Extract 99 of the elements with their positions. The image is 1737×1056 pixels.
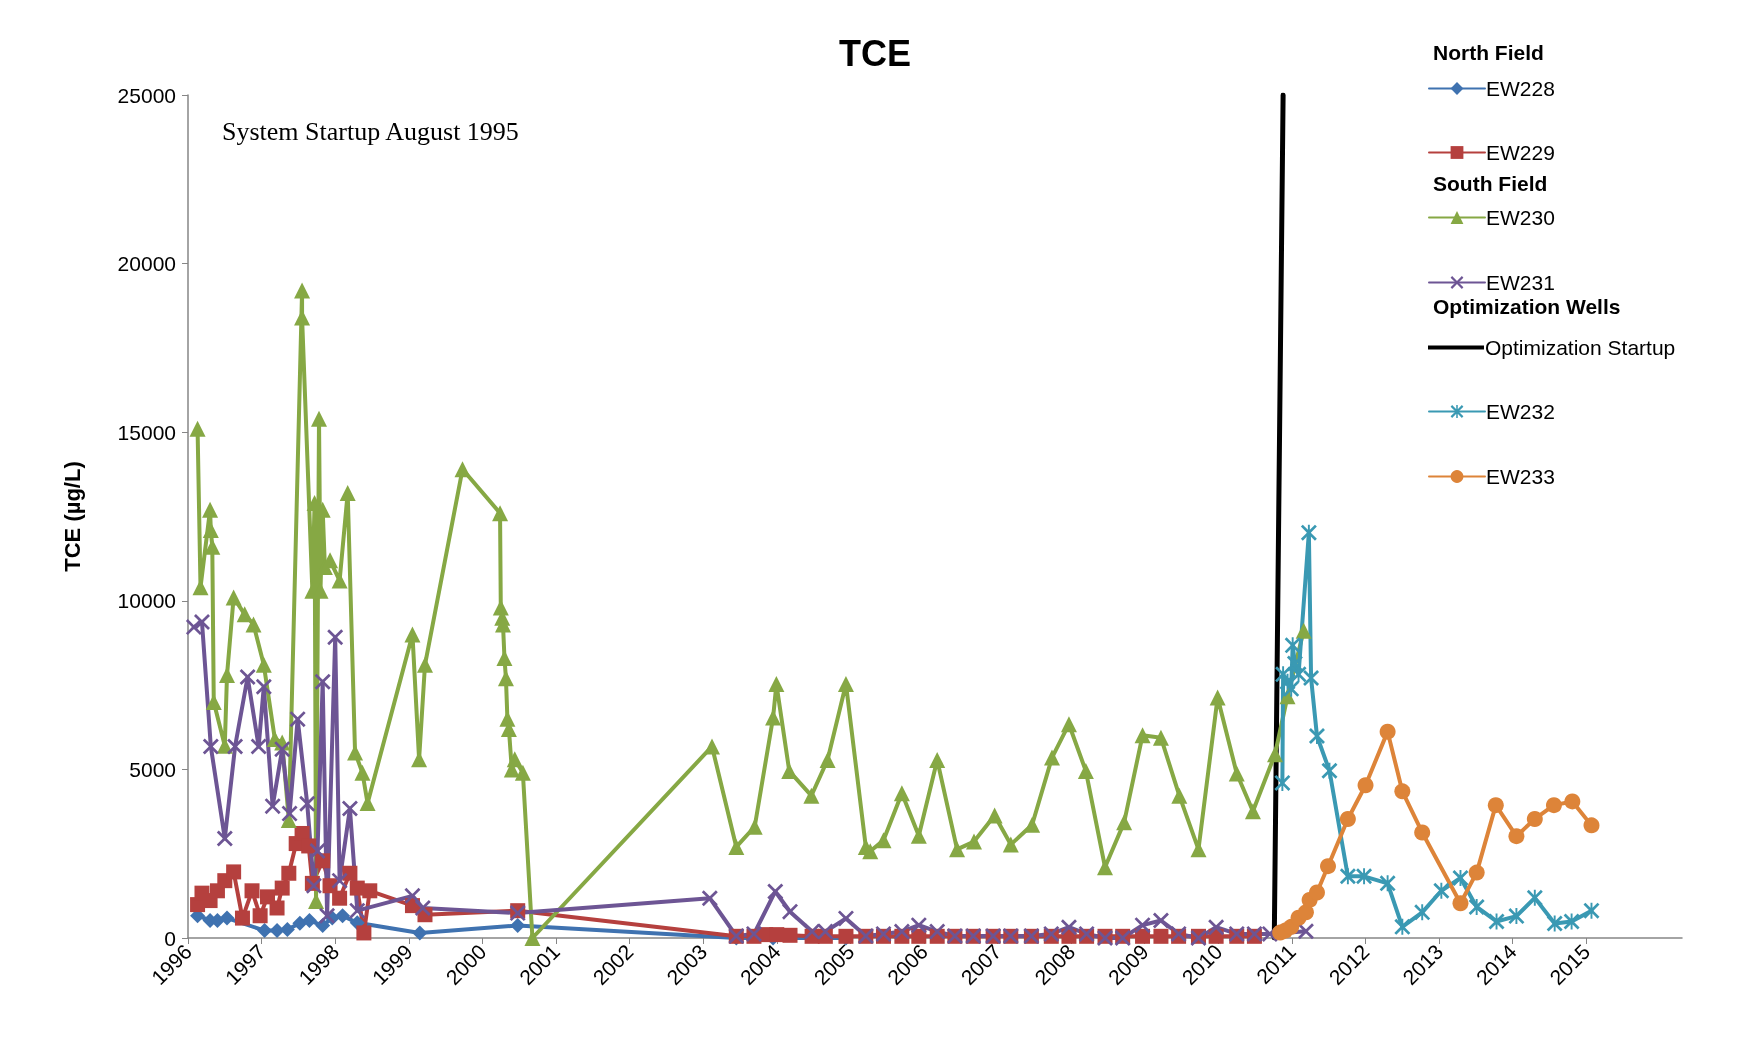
- point: [1546, 915, 1563, 932]
- point: [1357, 777, 1374, 794]
- point: [414, 899, 431, 916]
- point: [269, 900, 285, 916]
- point: [767, 883, 784, 900]
- point: [1300, 524, 1317, 541]
- point: [349, 902, 366, 919]
- point: [289, 711, 306, 728]
- point: [279, 922, 295, 938]
- legend-label: EW233: [1486, 465, 1555, 488]
- point: [804, 923, 821, 940]
- point: [782, 903, 799, 920]
- point: [264, 798, 281, 815]
- point: [1545, 797, 1562, 814]
- point: [309, 843, 326, 859]
- y-tick-label: 25000: [117, 83, 176, 107]
- point: [1060, 919, 1077, 936]
- y-tick-label: 20000: [117, 252, 176, 276]
- point: [1356, 868, 1373, 885]
- point: [1468, 864, 1485, 881]
- annotation: System Startup August 1995: [222, 116, 519, 146]
- point: [301, 912, 317, 928]
- point: [1394, 783, 1411, 800]
- chart-title: TCE: [839, 32, 911, 74]
- point: [837, 910, 854, 927]
- legend-label: EW232: [1486, 400, 1555, 423]
- point: [701, 890, 718, 907]
- point: [327, 629, 344, 646]
- point: [362, 883, 378, 899]
- point: [817, 923, 834, 940]
- point: [227, 738, 244, 755]
- point: [893, 923, 910, 940]
- point: [1208, 919, 1225, 936]
- point: [341, 800, 358, 817]
- point: [1339, 868, 1356, 885]
- point: [234, 910, 250, 926]
- point: [250, 738, 267, 755]
- point: [331, 872, 348, 889]
- point: [319, 907, 336, 924]
- point: [239, 669, 256, 686]
- point: [1153, 928, 1169, 944]
- point: [216, 830, 233, 847]
- legend-label: EW231: [1486, 271, 1555, 294]
- point: [342, 865, 358, 881]
- legend-label: EW229: [1486, 141, 1555, 164]
- point: [1274, 774, 1291, 791]
- point: [314, 673, 331, 690]
- annotation: Optimization Wells: [1433, 295, 1621, 318]
- point: [259, 889, 275, 905]
- y-tick-label: 10000: [117, 589, 176, 613]
- point: [332, 890, 348, 906]
- point: [1297, 923, 1314, 940]
- point: [281, 865, 297, 881]
- point: [1320, 858, 1336, 875]
- legend-label: EW230: [1486, 206, 1555, 229]
- y-axis-title: TCE (µg/L): [59, 461, 85, 572]
- point: [1414, 824, 1431, 841]
- text: North Field: [1433, 41, 1544, 64]
- point: [404, 887, 421, 904]
- point: [1433, 882, 1450, 899]
- y-tick-label: 15000: [117, 420, 176, 444]
- point: [782, 927, 798, 943]
- legend-label: EW228: [1486, 77, 1555, 100]
- point: [274, 880, 290, 896]
- point: [244, 883, 260, 899]
- point: [1508, 908, 1525, 925]
- point: [1379, 723, 1396, 740]
- point: [252, 908, 268, 924]
- point: [299, 795, 316, 812]
- point: [1452, 895, 1469, 912]
- point: [1394, 918, 1411, 935]
- point: [1564, 793, 1581, 810]
- point: [202, 738, 219, 755]
- point: [510, 918, 526, 934]
- point: [255, 678, 272, 695]
- annotation: South Field: [1433, 172, 1548, 195]
- point: [1526, 810, 1543, 827]
- point: [257, 923, 273, 939]
- legend-label: Optimization Startup: [1485, 336, 1676, 359]
- point: [219, 910, 235, 926]
- point: [1583, 817, 1600, 834]
- point: [1487, 797, 1504, 814]
- y-tick-label: 0: [164, 926, 176, 950]
- point: [1308, 884, 1325, 901]
- point: [335, 908, 351, 924]
- point: [1468, 898, 1485, 915]
- point: [1134, 917, 1151, 934]
- point: [274, 741, 291, 758]
- point: [226, 864, 242, 880]
- point: [1152, 912, 1169, 929]
- point: [1508, 828, 1525, 845]
- point: [356, 925, 372, 941]
- point: [281, 805, 298, 822]
- point: [910, 917, 927, 934]
- y-tick-label: 5000: [129, 757, 176, 781]
- point: [412, 925, 428, 941]
- point: [1339, 810, 1356, 827]
- point: [929, 923, 946, 940]
- point: [1414, 904, 1431, 921]
